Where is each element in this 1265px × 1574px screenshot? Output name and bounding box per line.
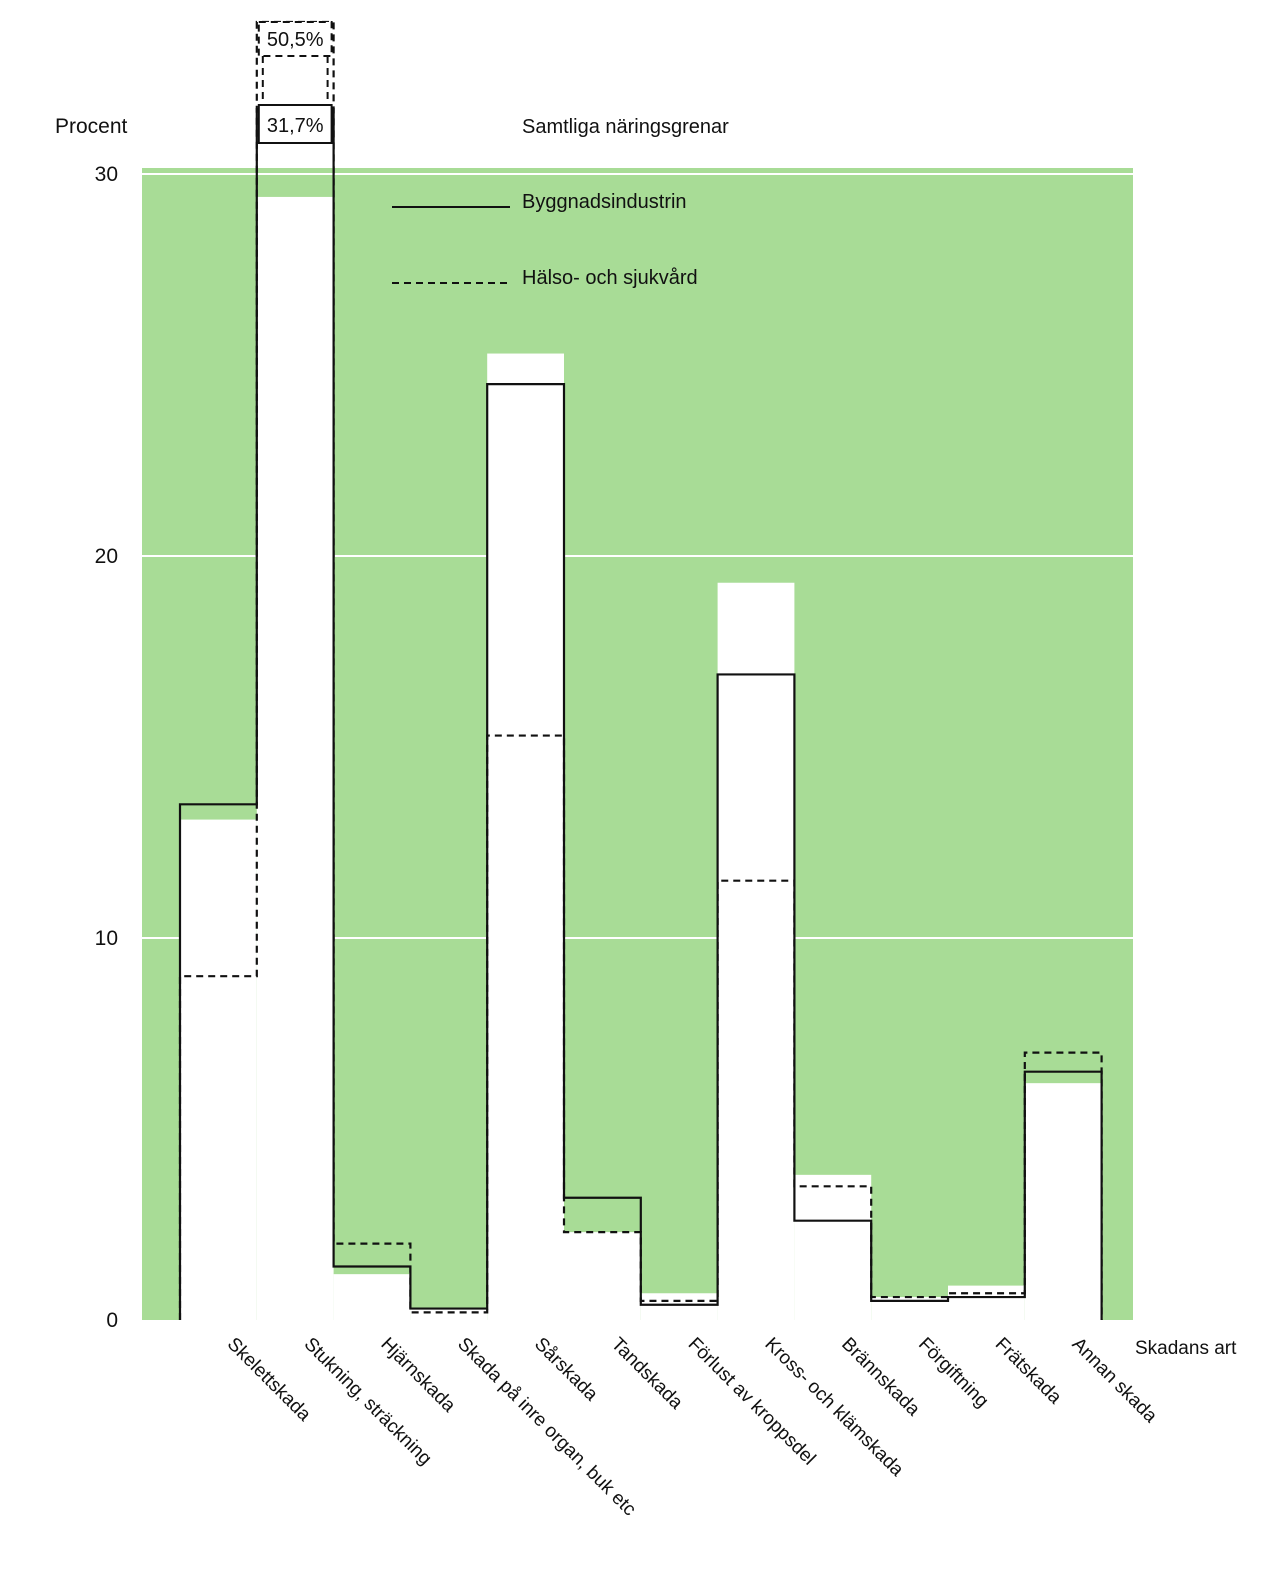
- bar-samtliga: [794, 1174, 872, 1320]
- callout-value-dashed: 50,5%: [267, 29, 324, 51]
- y-tick-label: 10: [95, 927, 118, 950]
- bar-samtliga: [640, 1293, 718, 1320]
- bar-samtliga: [871, 1297, 948, 1320]
- bar-samtliga: [333, 1274, 411, 1320]
- category-label: Förlust av kroppsdel: [684, 1334, 820, 1470]
- callout-box-solid: [257, 104, 333, 144]
- category-label: Stukning, sträckning: [300, 1334, 436, 1470]
- callout-box-dashed: [257, 21, 333, 57]
- x-axis-label: Skadans art: [1135, 1338, 1237, 1359]
- bar-samtliga: [487, 353, 564, 1320]
- y-axis-label: Procent: [55, 115, 128, 138]
- bar-samtliga: [1024, 1083, 1102, 1320]
- category-label: Kross- och klämskada: [760, 1334, 907, 1481]
- category-label: Förgiftning: [914, 1334, 992, 1412]
- bar-samtliga: [948, 1285, 1025, 1320]
- legend-entry-samtliga: Samtliga näringsgrenar: [522, 116, 729, 138]
- bar-samtliga: [564, 1232, 641, 1320]
- bar-samtliga: [180, 819, 257, 1320]
- callout-value-solid: 31,7%: [267, 115, 324, 137]
- y-tick-label: 0: [106, 1309, 118, 1332]
- category-label: Sårskada: [530, 1334, 602, 1406]
- category-label: Tandskada: [607, 1334, 687, 1414]
- series-filled-bars: [180, 196, 1102, 1320]
- legend: Samtliga näringsgrenar Byggnadsindustrin…: [392, 116, 729, 289]
- bar-samtliga: [410, 1308, 488, 1320]
- y-tick-label: 30: [95, 163, 118, 186]
- category-label: Hjärnskada: [376, 1334, 459, 1417]
- bar-samtliga: [256, 196, 334, 1320]
- y-tick-label: 20: [95, 545, 118, 568]
- callouts: 50,5% 31,7%: [257, 21, 333, 144]
- line-halso-sjukvard: [178, 20, 1103, 1320]
- axis-labels: Procent Skadans art: [55, 115, 1237, 1359]
- legend-entry-halso: Hälso- och sjukvård: [522, 267, 698, 289]
- series-line-steps: [178, 20, 1103, 1320]
- legend-entry-byggnad: Byggnadsindustrin: [522, 191, 687, 213]
- category-label: Frätskada: [991, 1334, 1066, 1409]
- y-tick-labels: 0 10 20 30: [95, 163, 118, 1332]
- bar-samtliga: [717, 582, 795, 1320]
